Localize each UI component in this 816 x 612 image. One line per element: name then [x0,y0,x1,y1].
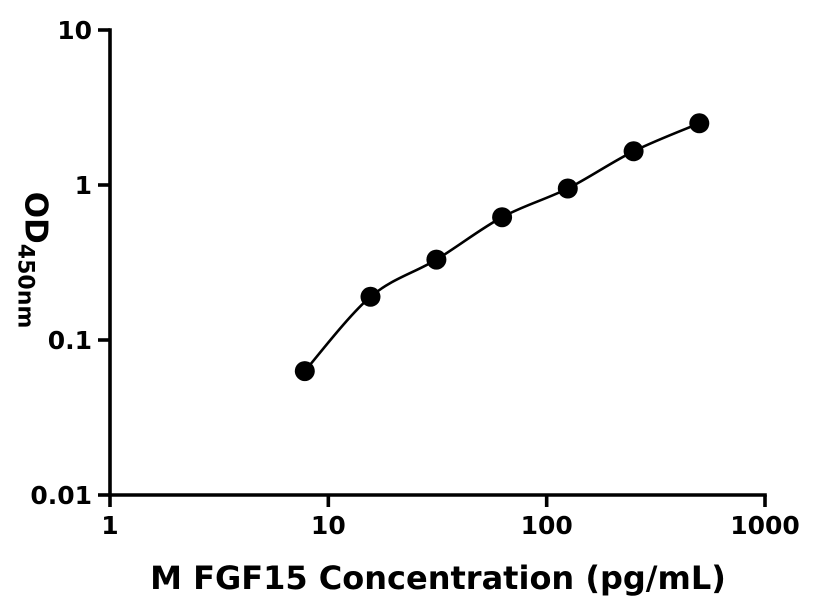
fit-curve [303,122,700,372]
y-axis-title: OD450nm [13,192,54,329]
y-tick-label: 1 [75,171,92,200]
data-point [426,249,447,270]
x-tick-label: 1 [101,511,118,540]
y-tick-label: 0.1 [48,326,92,355]
x-tick-label: 1000 [730,511,800,540]
data-point [689,113,710,134]
data-point [492,207,513,228]
data-point [294,361,315,382]
data-point [557,178,578,199]
y-axis-title-main: OD [17,191,54,244]
y-tick-label: 0.01 [30,481,92,510]
x-tick-label: 10 [311,511,346,540]
y-axis-title-subscript: 450nm [12,243,38,329]
x-axis-title: M FGF15 Concentration (pg/mL) [150,559,726,597]
data-point [360,286,381,307]
y-tick-label: 10 [57,16,92,45]
data-point [623,141,644,162]
x-tick-label: 100 [521,511,573,540]
